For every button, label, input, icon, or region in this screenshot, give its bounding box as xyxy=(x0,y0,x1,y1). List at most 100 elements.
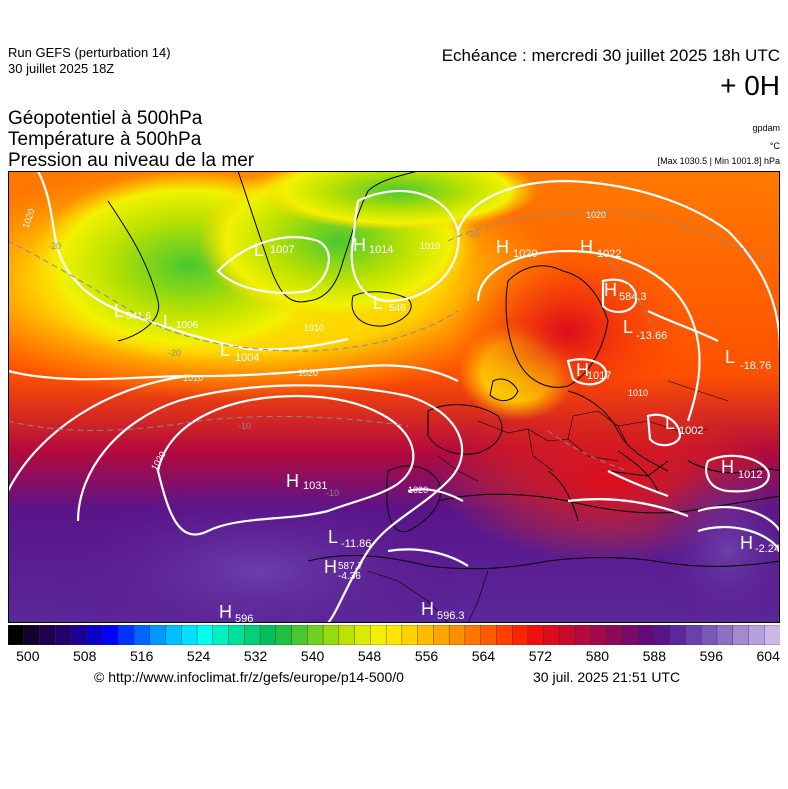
center-value: 1022 xyxy=(597,248,621,260)
color-scale-step xyxy=(606,625,624,645)
isobar-label: 1010 xyxy=(420,241,440,251)
color-scale-tick-label: 556 xyxy=(414,648,439,664)
unit-geopotential: gpdam xyxy=(752,123,780,133)
parameter-mslp: Pression au niveau de la mer xyxy=(8,150,255,171)
temperature-center-low: L -13.66 xyxy=(623,317,667,342)
color-scale-tick-label: 548 xyxy=(357,648,382,664)
parameter-temperature: Température à 500hPa xyxy=(8,129,202,150)
isobar-label: 1010 xyxy=(628,388,648,398)
color-scale-step xyxy=(102,625,119,645)
isotherm-label: -20 xyxy=(48,241,61,251)
isotherms xyxy=(8,210,769,472)
color-scale-tick-label: 588 xyxy=(642,648,666,664)
color-scale-step xyxy=(385,625,403,645)
color-scale-step xyxy=(118,625,135,645)
color-scale-step xyxy=(417,625,435,645)
color-scale-step xyxy=(8,625,25,645)
center-letter: L xyxy=(725,347,735,367)
isotherm-label: -10 xyxy=(238,421,251,431)
center-value: -4.36 xyxy=(338,571,361,582)
isotherm-labels: -20 -20 -10 -10 -20 xyxy=(48,229,479,498)
center-value: -2.24 xyxy=(755,543,780,555)
color-scale-step xyxy=(275,625,293,645)
color-scale-step xyxy=(291,625,309,645)
center-value: 1012 xyxy=(738,469,762,481)
color-scale-step xyxy=(338,625,356,645)
color-scale-step xyxy=(716,625,734,645)
color-scale-step xyxy=(259,625,277,645)
pressure-center-low: L 1004 xyxy=(220,340,259,364)
color-scale-step xyxy=(196,625,214,645)
forecast-lead-time: + 0H xyxy=(720,70,780,101)
isobar-label: 1020 xyxy=(298,368,318,378)
center-letter: L xyxy=(163,312,173,332)
color-scale-tick-label: 508 xyxy=(73,648,97,664)
parameter-geopotential: Géopotentiel à 500hPa xyxy=(8,108,203,129)
color-scale-step xyxy=(653,625,671,645)
center-value: -13.66 xyxy=(636,330,667,342)
run-title: Run GEFS (perturbation 14) xyxy=(8,45,171,60)
source-url: © http://www.infoclimat.fr/z/gefs/europe… xyxy=(94,669,404,685)
color-scale-tick-label: 500 xyxy=(16,648,40,664)
color-scale-step xyxy=(149,625,167,645)
pressure-center-high: H 1012 xyxy=(721,457,762,481)
forecast-valid-time: Echéance : mercredi 30 juillet 2025 18h … xyxy=(441,46,780,65)
color-scale-step xyxy=(55,625,72,645)
center-letter: H xyxy=(496,237,509,257)
isobar-label: 1010 xyxy=(183,373,203,383)
geopotential-centers: H 596 H 596.3 H 587.7 H 584.3 L 541.6 L … xyxy=(114,280,647,623)
pressure-center-low: L 1002 xyxy=(665,413,703,437)
center-value: 546 xyxy=(389,303,406,314)
color-scale-step xyxy=(322,625,340,645)
geopotential-center-low: L 546 xyxy=(373,293,406,314)
color-scale-step xyxy=(133,625,151,645)
color-scale-tick-label: 524 xyxy=(186,648,211,664)
weather-map: 1020 1010 1020 1010 1020 1010 1020 1010 … xyxy=(8,171,780,623)
geopotential-center-low: L 541.6 xyxy=(114,301,151,322)
pressure-center-high: H 1031 xyxy=(286,471,327,492)
center-letter: H xyxy=(286,471,299,491)
isobar-label: 1020 xyxy=(586,210,606,220)
color-scale-step xyxy=(701,625,718,645)
center-value: 1020 xyxy=(513,248,537,260)
temperature-center-high: H -2.24 xyxy=(740,533,780,555)
center-letter: L xyxy=(328,527,338,547)
pressure-center-high: H 1022 xyxy=(580,237,621,260)
center-value: -18.76 xyxy=(740,360,771,372)
center-value: 541.6 xyxy=(126,311,151,322)
center-value: 1007 xyxy=(270,244,294,256)
color-scale-step xyxy=(638,625,655,645)
center-value: 584.3 xyxy=(619,291,647,303)
color-scale-tick-label: 516 xyxy=(130,648,154,664)
isotherm-label: -20 xyxy=(466,229,479,239)
center-letter: L xyxy=(220,340,230,360)
center-letter: L xyxy=(623,317,633,337)
pressure-center-low: L 1006 xyxy=(163,312,199,332)
center-letter: H xyxy=(576,360,589,380)
pressure-center-high: H 1017 xyxy=(576,360,611,382)
color-scale-step xyxy=(39,625,56,645)
color-scale-step xyxy=(307,625,324,645)
color-scale-step xyxy=(228,625,246,645)
color-scale-step xyxy=(244,625,261,645)
isobars xyxy=(8,171,780,623)
run-date: 30 juillet 2025 18Z xyxy=(8,61,115,76)
center-letter: H xyxy=(324,557,337,577)
temperature-field xyxy=(8,171,780,623)
color-scale-step xyxy=(370,625,387,645)
color-scale-step xyxy=(748,625,765,645)
borders xyxy=(367,380,729,623)
geopotential-center-high: H 587.7 xyxy=(324,557,363,577)
color-scale-step xyxy=(732,625,750,645)
color-scale-tick-label: 596 xyxy=(699,648,723,664)
color-scale-step xyxy=(559,625,576,645)
color-scale-step xyxy=(590,625,608,645)
color-scale-step xyxy=(181,625,198,645)
pressure-center-high: H 1020 xyxy=(496,237,537,260)
temperature-center-low: L -18.76 xyxy=(725,347,771,372)
center-letter: H xyxy=(219,602,232,622)
color-scale-step xyxy=(401,625,419,645)
center-letter: H xyxy=(353,235,366,255)
temperature-center-low: L -11.86 xyxy=(328,527,371,550)
center-value: 1017 xyxy=(587,370,611,382)
